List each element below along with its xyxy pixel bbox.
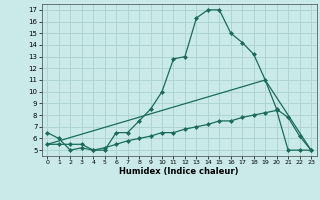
X-axis label: Humidex (Indice chaleur): Humidex (Indice chaleur) <box>119 167 239 176</box>
